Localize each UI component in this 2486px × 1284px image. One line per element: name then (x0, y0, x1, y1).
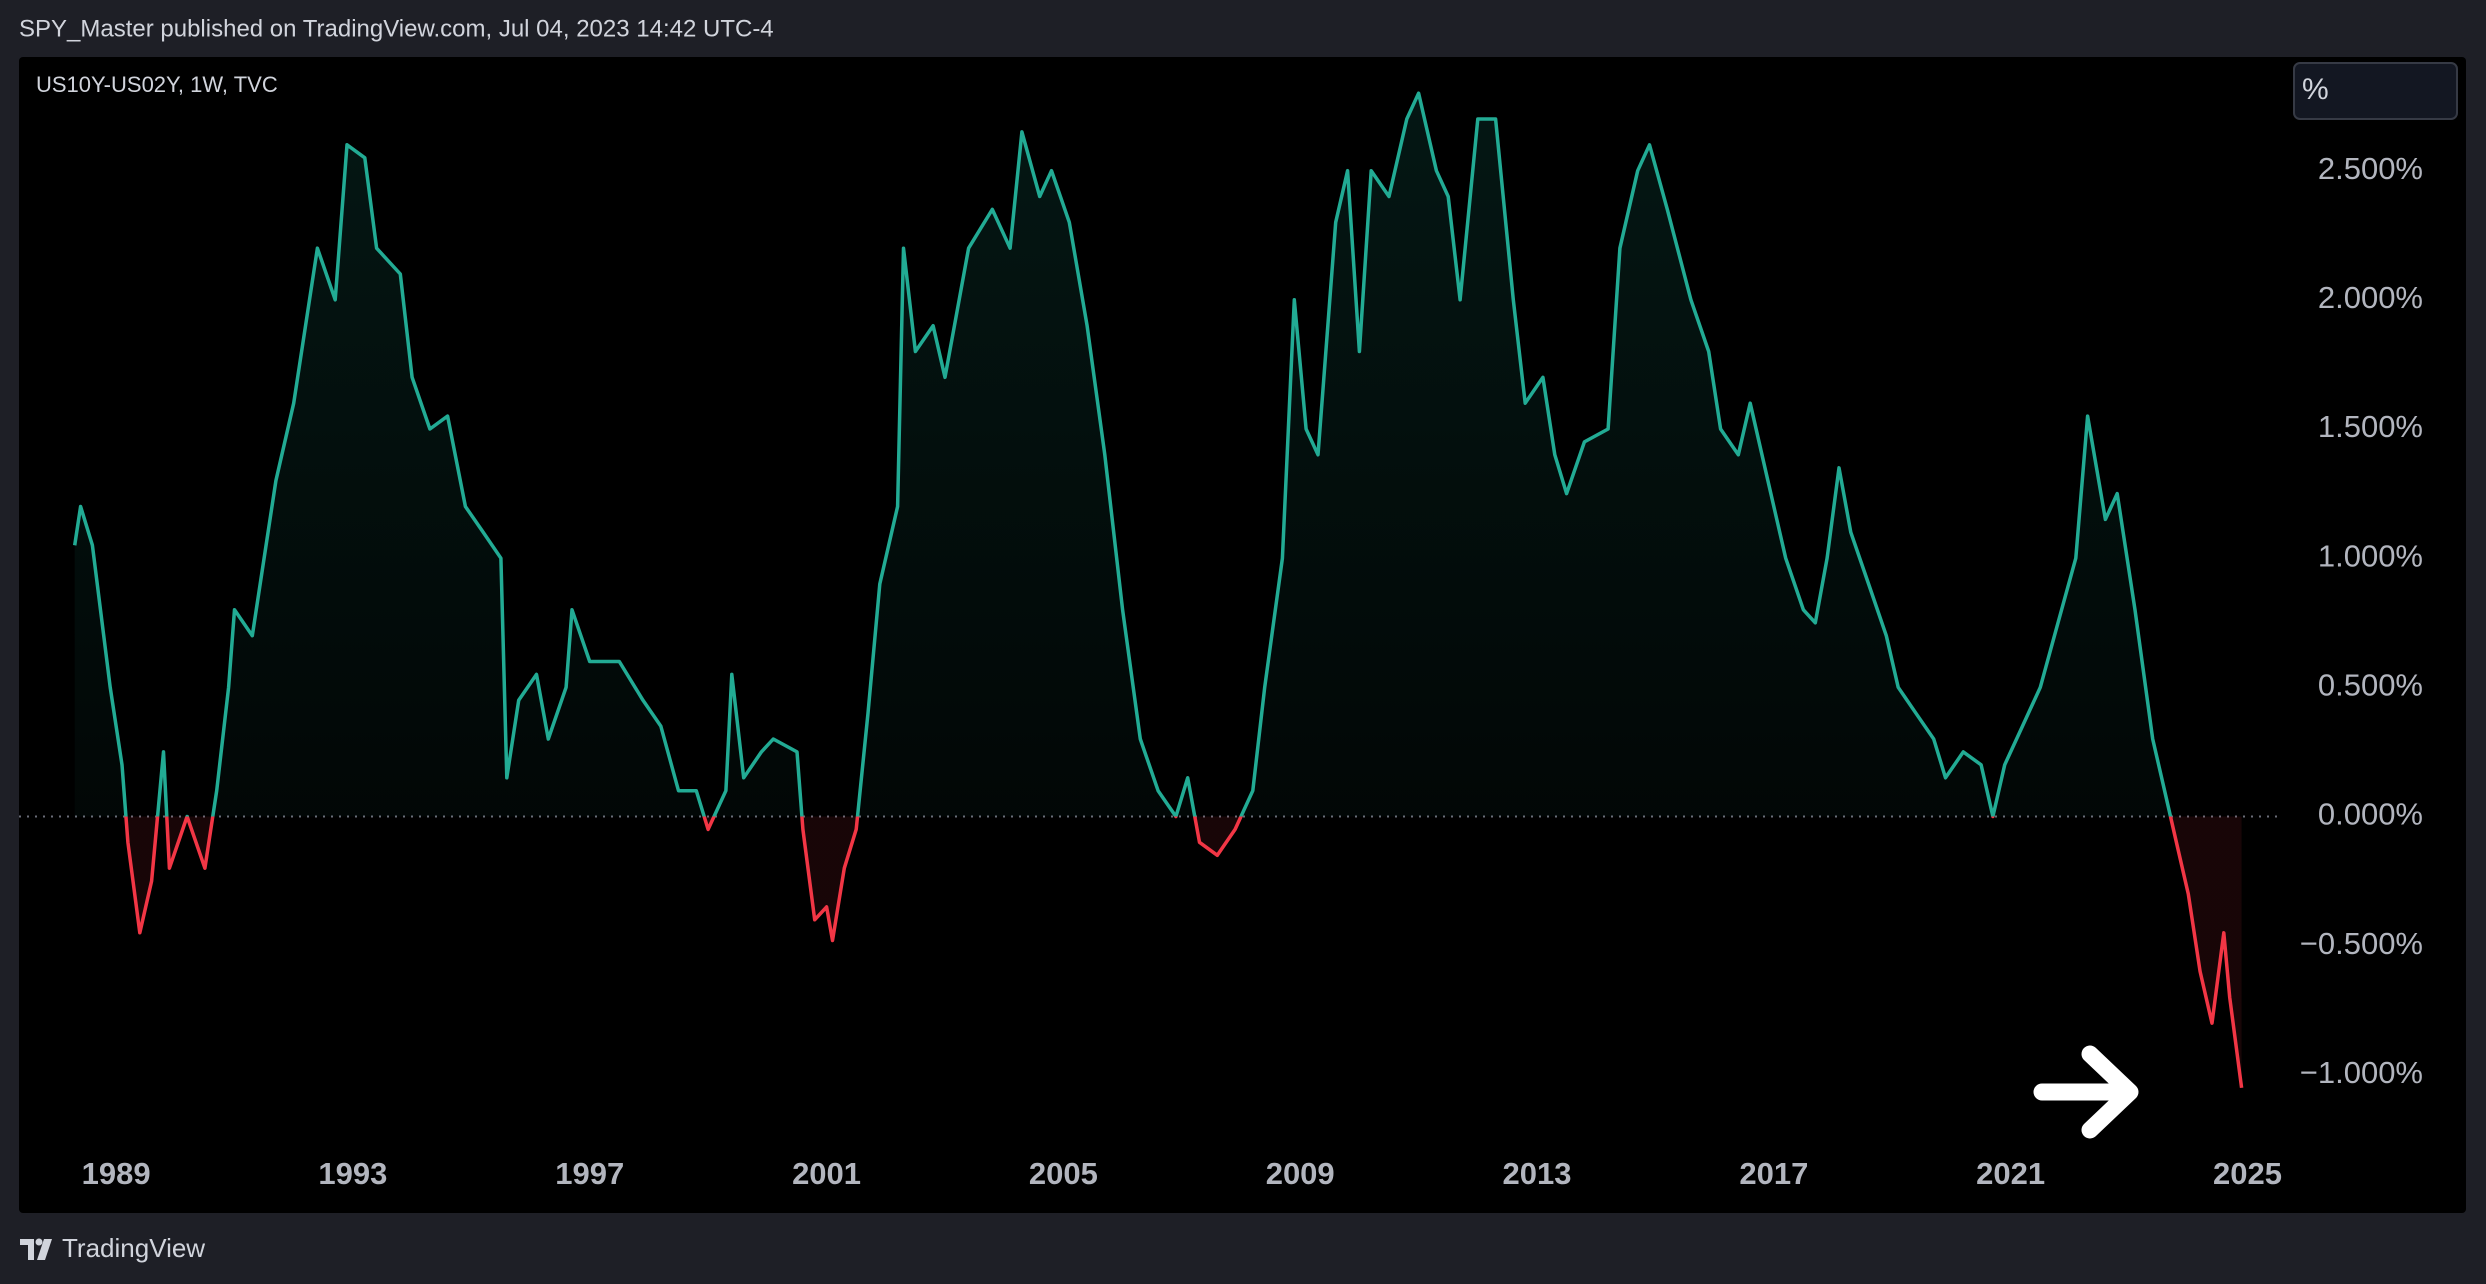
footer: TradingView (62, 1233, 205, 1263)
x-tick-label: 1997 (555, 1156, 624, 1191)
x-tick-label: 2017 (1739, 1156, 1808, 1191)
x-tick-label: 2013 (1503, 1156, 1572, 1191)
line (72, 91, 2244, 1089)
x-tick-label: 2025 (2213, 1156, 2282, 1191)
y-tick-label: 2.000% (2318, 280, 2423, 315)
chart-pane (19, 57, 2466, 1213)
y-tick-label: −1.000% (2300, 1055, 2423, 1090)
x-tick-label: 1993 (318, 1156, 387, 1191)
plot: −1.000% −0.500% 0.000% 0.500% 1.000% 1.500% 2.… (19, 91, 2423, 1191)
scale-button-label[interactable]: % (2302, 73, 2329, 106)
y-tick-label: 1.500% (2318, 409, 2423, 444)
y-tick-label: −0.500% (2300, 926, 2423, 961)
area (74, 93, 2242, 1088)
chart-title: US10Y-US02Y, 1W, TVC (36, 72, 278, 97)
y-tick-label: 0.500% (2318, 668, 2423, 703)
y-tick-label: 0.000% (2318, 797, 2423, 832)
scale-button[interactable] (2293, 62, 2458, 120)
footer-logo (20, 1238, 52, 1260)
x-tick-label: 2001 (792, 1156, 861, 1191)
x-tick-label: 1989 (82, 1156, 151, 1191)
x-tick-label: 2021 (1976, 1156, 2045, 1191)
x-tick-label: 2005 (1029, 1156, 1098, 1191)
arrow-annotation (2033, 1045, 2139, 1139)
y-tick-label: 2.500% (2318, 151, 2423, 186)
y-tick-label: 1.000% (2318, 538, 2423, 573)
x-tick-label: 2009 (1266, 1156, 1335, 1191)
header: SPY_Master published on TradingView.com,… (19, 15, 774, 42)
